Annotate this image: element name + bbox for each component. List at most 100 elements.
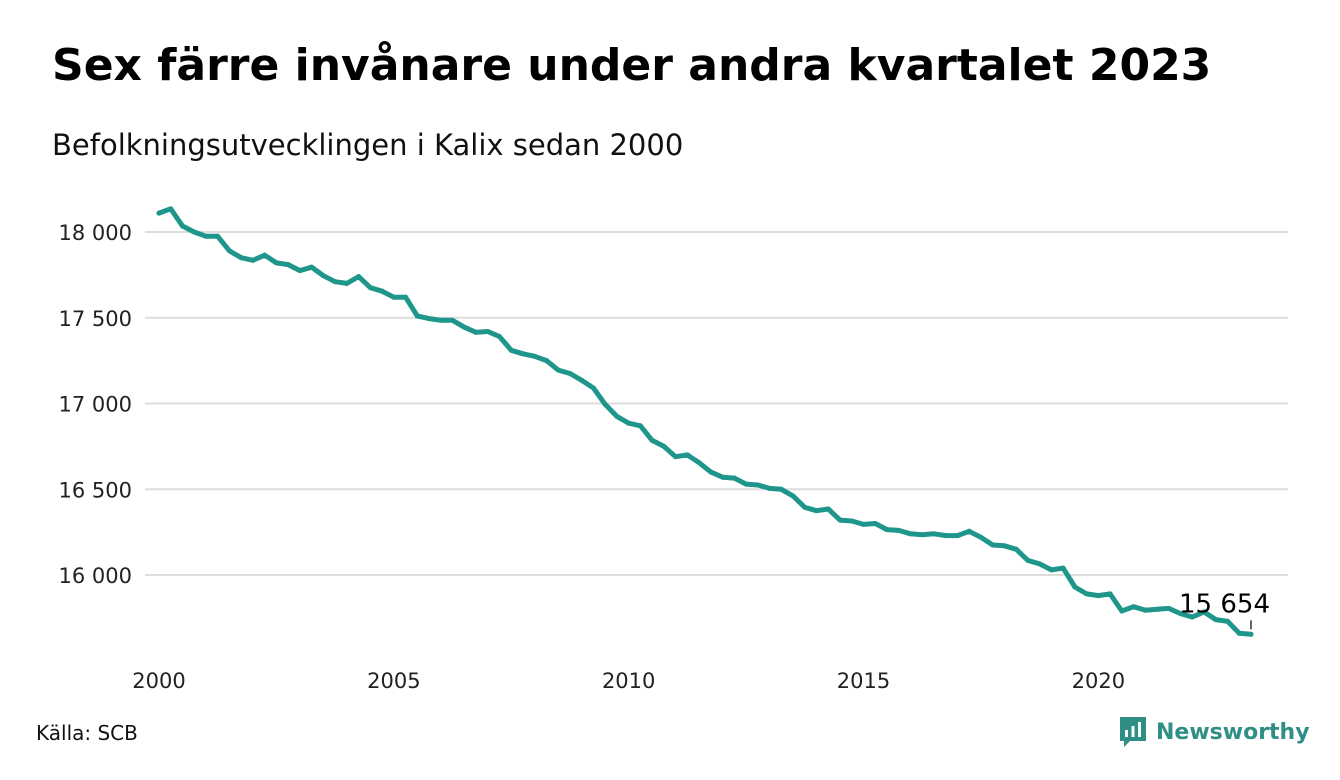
data-point <box>156 210 162 216</box>
data-point <box>1166 605 1172 611</box>
data-point <box>1119 608 1125 614</box>
data-point <box>696 460 702 466</box>
data-point <box>238 255 244 261</box>
data-point <box>461 324 467 330</box>
annotation-label: 15 654 <box>1179 589 1270 619</box>
data-point <box>485 328 491 334</box>
data-point <box>555 367 561 373</box>
data-point <box>861 521 867 527</box>
x-tick-label-2015: 2015 <box>837 669 890 693</box>
data-point <box>1084 591 1090 597</box>
data-point <box>215 233 221 239</box>
data-point <box>919 532 925 538</box>
data-point <box>567 370 573 376</box>
data-point <box>1025 557 1031 563</box>
data-point <box>1072 584 1078 590</box>
data-point <box>320 273 326 279</box>
grid-lines <box>145 231 1288 576</box>
annotation-group: 15 654 <box>1179 589 1270 630</box>
x-tick-label-2005: 2005 <box>367 669 420 693</box>
data-point <box>532 353 538 359</box>
data-point <box>931 531 937 537</box>
data-point <box>1225 618 1231 624</box>
brand-name: Newsworthy <box>1156 719 1310 745</box>
data-point <box>896 527 902 533</box>
chart-subtitle: Befolkningsutvecklingen i Kalix sedan 20… <box>52 128 684 162</box>
source-note: Källa: SCB <box>36 721 138 745</box>
data-point <box>356 274 362 280</box>
data-point <box>1013 546 1019 552</box>
data-point <box>872 521 878 527</box>
data-point <box>626 420 632 426</box>
data-point <box>1001 543 1007 549</box>
data-point <box>825 506 831 512</box>
data-point <box>720 474 726 480</box>
data-point <box>649 437 655 443</box>
data-point <box>684 452 690 458</box>
data-point <box>332 279 338 285</box>
data-point <box>637 423 643 429</box>
data-point <box>990 542 996 548</box>
data-point <box>1248 631 1254 637</box>
newsworthy-logo-icon <box>1120 717 1146 747</box>
data-point <box>414 313 420 319</box>
brand-logo[interactable]: Newsworthy <box>1118 712 1310 752</box>
data-point <box>673 454 679 460</box>
data-point <box>285 262 291 268</box>
y-tick-label-16000: 16 000 <box>59 564 132 588</box>
data-point <box>203 233 209 239</box>
data-point <box>1142 607 1148 613</box>
data-point <box>1131 604 1137 610</box>
series-group <box>156 206 1254 637</box>
data-point <box>1178 611 1184 617</box>
data-point <box>814 508 820 514</box>
data-point <box>661 443 667 449</box>
data-point <box>226 248 232 254</box>
data-point <box>708 469 714 475</box>
data-point <box>1095 593 1101 599</box>
data-point <box>1048 567 1054 573</box>
data-point <box>943 533 949 539</box>
data-point <box>954 533 960 539</box>
data-point <box>907 531 913 537</box>
chart-title: Sex färre invånare under andra kvartalet… <box>52 40 1212 91</box>
data-point <box>450 317 456 323</box>
data-point <box>191 229 197 235</box>
x-tick-label-2010: 2010 <box>602 669 655 693</box>
data-point <box>344 280 350 286</box>
data-point <box>767 485 773 491</box>
data-point <box>978 534 984 540</box>
data-point <box>837 517 843 523</box>
data-point <box>590 385 596 391</box>
data-point <box>367 285 373 291</box>
data-point <box>743 481 749 487</box>
data-point <box>426 316 432 322</box>
data-point <box>1236 630 1242 636</box>
data-point <box>731 475 737 481</box>
y-tick-label-17500: 17 500 <box>59 307 132 331</box>
data-point <box>966 528 972 534</box>
data-point <box>273 260 279 266</box>
data-point <box>790 493 796 499</box>
data-point <box>849 518 855 524</box>
data-point <box>379 288 385 294</box>
data-point <box>297 268 303 274</box>
data-point <box>473 329 479 335</box>
data-point <box>1154 606 1160 612</box>
data-point <box>1189 614 1195 620</box>
x-tick-label-2000: 2000 <box>132 669 185 693</box>
data-point <box>508 347 514 353</box>
data-point <box>403 294 409 300</box>
y-tick-label-18000: 18 000 <box>59 221 132 245</box>
data-point <box>262 252 268 258</box>
data-point <box>391 294 397 300</box>
data-point <box>497 334 503 340</box>
y-axis-ticks: 16 000 16 500 17 000 17 500 18 000 <box>59 221 132 588</box>
data-point <box>1107 591 1113 597</box>
data-point <box>520 351 526 357</box>
data-point <box>309 264 315 270</box>
data-point <box>614 413 620 419</box>
data-point <box>778 486 784 492</box>
data-point <box>179 223 185 229</box>
